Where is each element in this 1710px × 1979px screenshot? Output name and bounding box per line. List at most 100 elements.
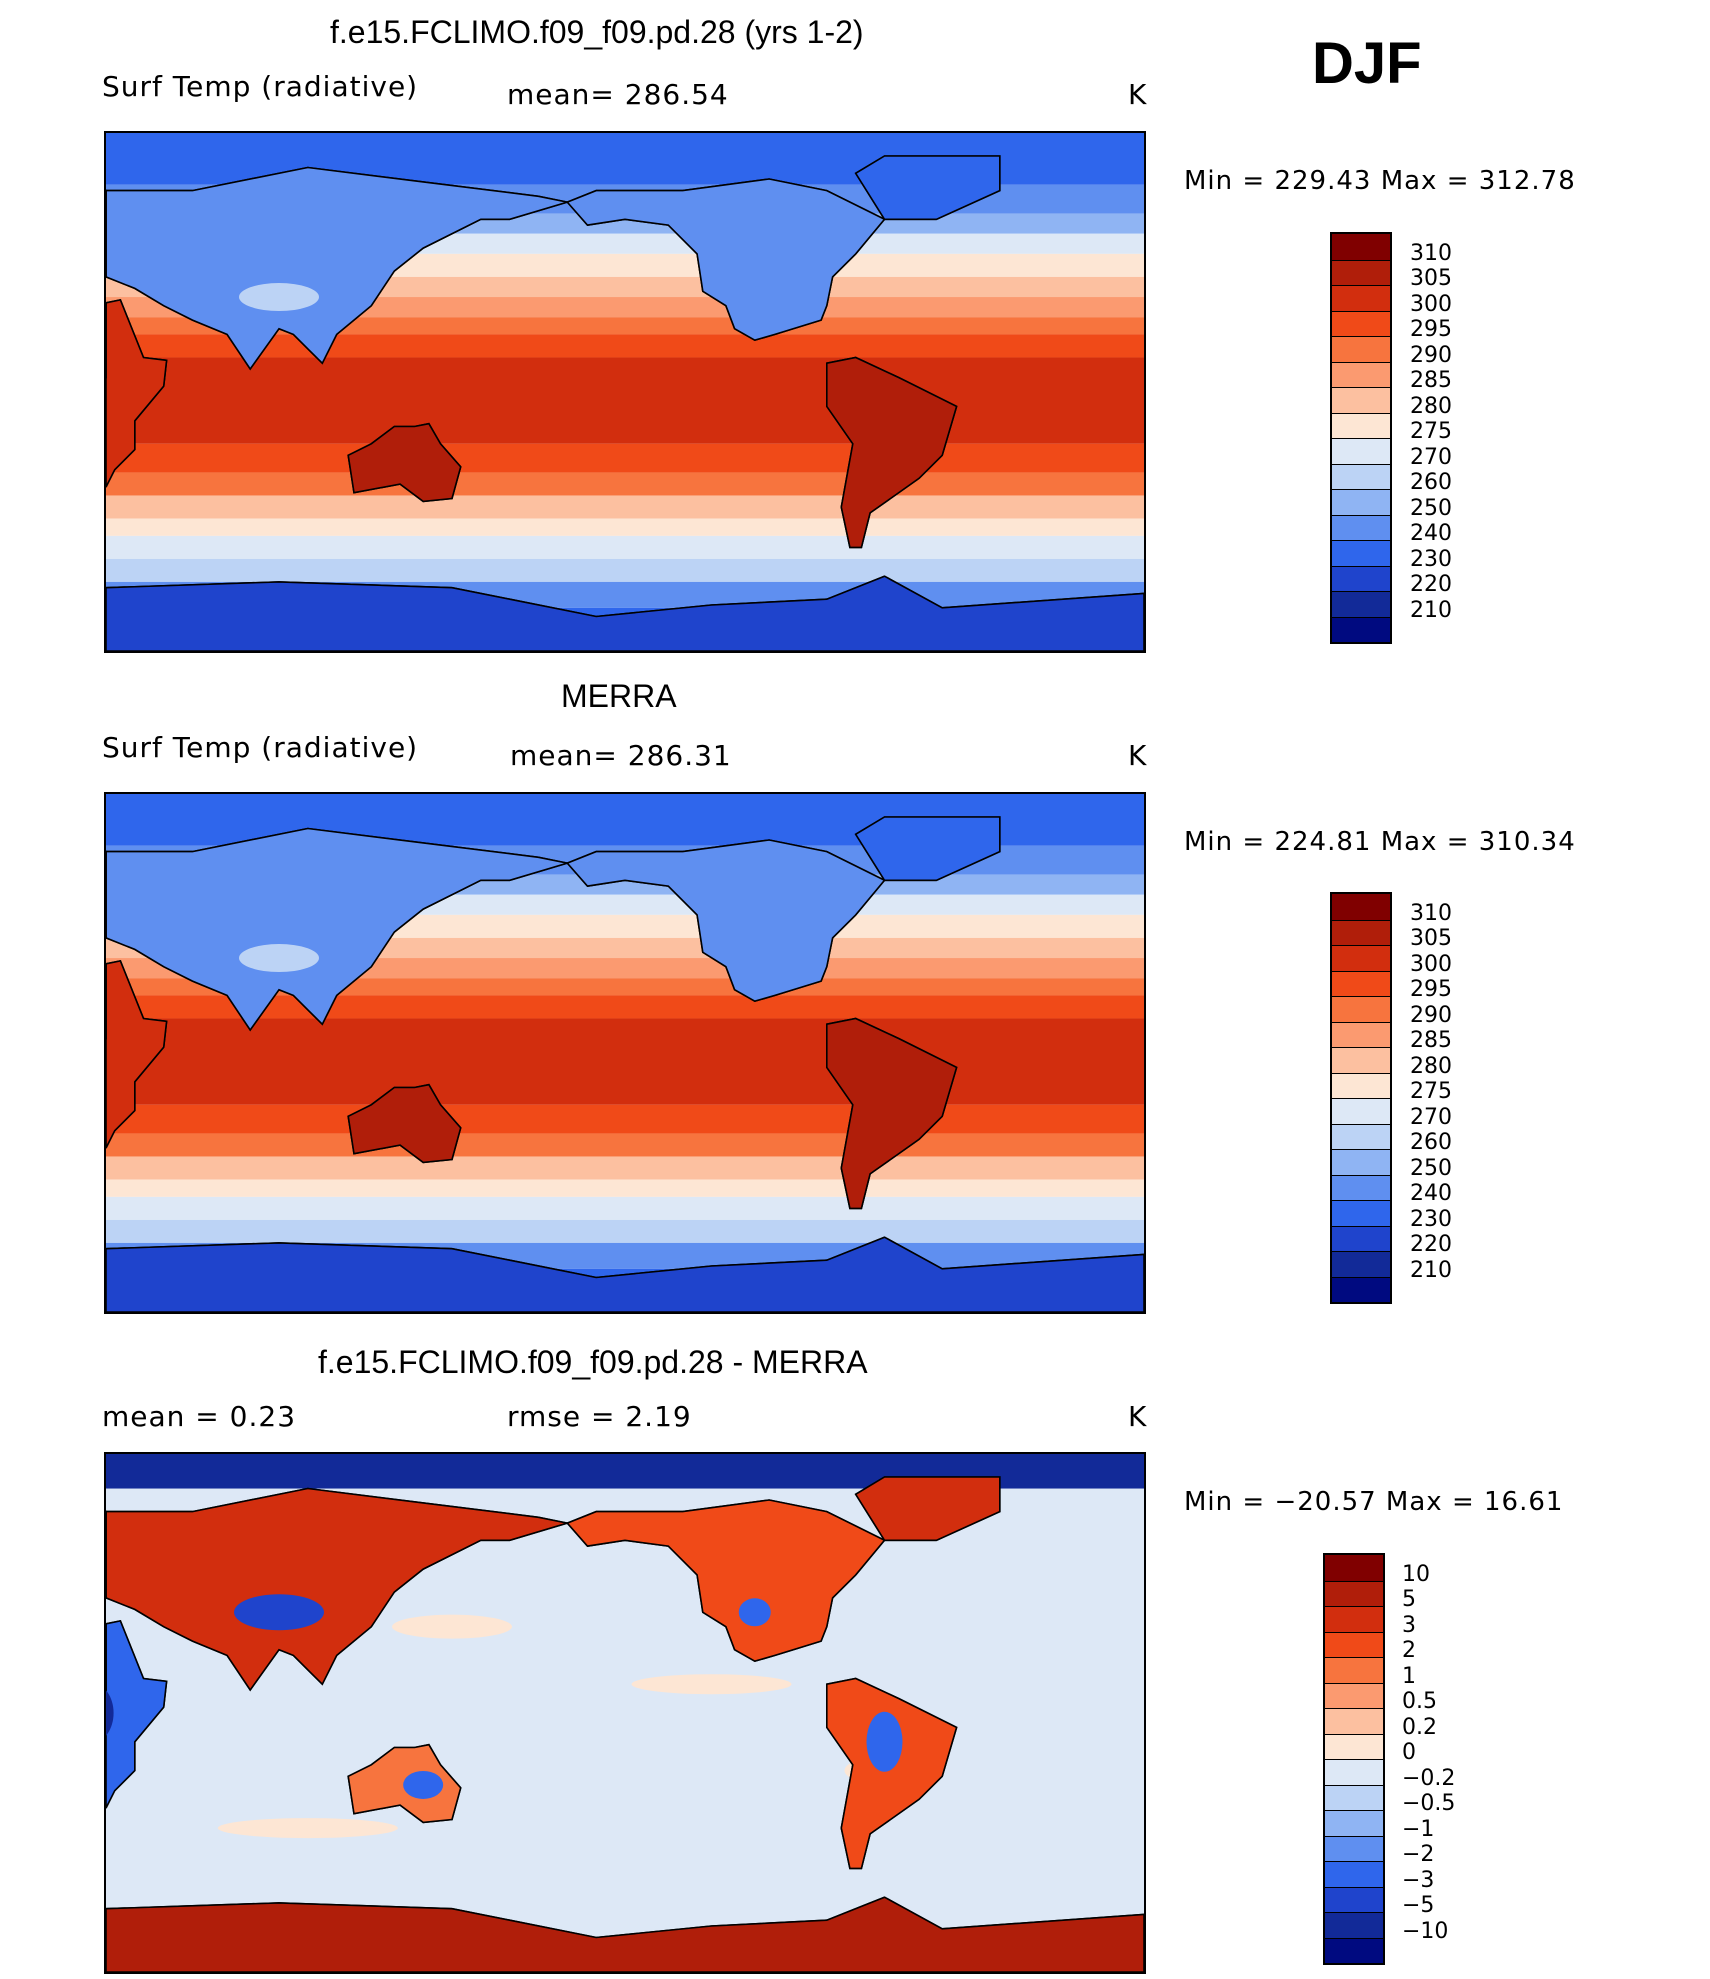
colorbar-tick-label: 5 (1402, 1587, 1416, 1612)
colorbar-swatch (1332, 285, 1390, 311)
colorbar-tick-label: 310 (1410, 900, 1452, 926)
temperature-band (106, 995, 1144, 1019)
colorbar-tick-label: 260 (1410, 1130, 1452, 1155)
colorbar-tick-label: 295 (1410, 317, 1452, 342)
land-region (106, 575, 1144, 651)
colorbar-tick-label: 0.2 (1402, 1714, 1437, 1740)
panel2-map-field (106, 794, 1144, 1312)
land-region (106, 166, 568, 371)
colorbar-tick-label: 285 (1410, 1028, 1452, 1053)
land-region (565, 839, 886, 1003)
land-region (565, 1499, 886, 1663)
panel1-colorbar (1330, 232, 1392, 644)
colorbar-swatch (1332, 438, 1390, 464)
panel2-units: K (1128, 739, 1148, 772)
temperature-band (106, 443, 1144, 473)
colorbar-swatch (1325, 1555, 1383, 1581)
colorbar-tick-label: 10 (1402, 1561, 1430, 1587)
colorbar-tick-label: −0.2 (1402, 1765, 1456, 1791)
colorbar-swatch (1332, 412, 1390, 438)
temperature-band (106, 1018, 1144, 1105)
land-region (106, 1487, 568, 1692)
temperature-band (106, 1156, 1144, 1180)
temperature-band (106, 317, 1144, 335)
colorbar-tick-label: 275 (1410, 1079, 1452, 1104)
colorbar-tick-label: 210 (1410, 1257, 1452, 1283)
land-region (854, 155, 1001, 221)
panel3-mean-label: mean = 0.23 (102, 1400, 297, 1433)
colorbar-swatch (1332, 1200, 1390, 1226)
land-region (854, 816, 1001, 882)
panel3-units: K (1128, 1400, 1148, 1433)
colorbar-tick-label: 220 (1410, 572, 1452, 597)
colorbar-swatch (1325, 1886, 1383, 1912)
colorbar-swatch (1332, 234, 1390, 260)
colorbar-swatch (1325, 1733, 1383, 1759)
colorbar-swatch (1325, 1937, 1383, 1963)
colorbar-tick-label: 210 (1410, 597, 1452, 623)
land-region (854, 1476, 1001, 1542)
temperature-band (106, 1179, 1144, 1197)
colorbar-tick-label: 260 (1410, 470, 1452, 495)
anomaly-patch (106, 1690, 114, 1736)
colorbar-swatch (1332, 1149, 1390, 1175)
anomaly-patch (392, 1614, 512, 1639)
land-region (825, 1677, 958, 1870)
colorbar-swatch (1332, 591, 1390, 617)
colorbar-swatch (1325, 1759, 1383, 1785)
land-region (106, 1236, 1144, 1312)
panel3-map (104, 1452, 1146, 1974)
colorbar-swatch (1332, 336, 1390, 362)
colorbar-tick-label: 275 (1410, 419, 1452, 444)
anomaly-patch (217, 1818, 398, 1839)
colorbar-swatch (1325, 1810, 1383, 1836)
colorbar-tick-label: 250 (1410, 495, 1452, 521)
colorbar-tick-label: 300 (1410, 951, 1452, 977)
colorbar-tick-label: 0 (1402, 1740, 1416, 1765)
land-region (106, 827, 568, 1032)
colorbar-tick-label: 280 (1410, 1053, 1452, 1079)
colorbar-swatch (1332, 945, 1390, 971)
anomaly-patch (738, 1598, 771, 1627)
colorbar-tick-label: 230 (1410, 1206, 1452, 1232)
panel1-map-field (106, 133, 1144, 651)
colorbar-tick-label: 1 (1402, 1663, 1416, 1689)
land-region (825, 356, 958, 549)
colorbar-swatch (1325, 1657, 1383, 1683)
temperature-band (106, 558, 1144, 582)
colorbar-swatch (1332, 259, 1390, 285)
colorbar-swatch (1332, 565, 1390, 591)
panel1-mean-label: mean= 286.54 (507, 78, 729, 111)
panel3-colorbar (1323, 1553, 1385, 1965)
land-region (347, 1083, 462, 1164)
temperature-band (106, 518, 1144, 536)
colorbar-tick-label: 230 (1410, 546, 1452, 572)
colorbar-swatch (1332, 1174, 1390, 1200)
panel1-minmax: Min = 229.43 Max = 312.78 (1184, 166, 1576, 196)
colorbar-swatch (1325, 1606, 1383, 1632)
colorbar-swatch (1332, 616, 1390, 642)
colorbar-tick-label: 295 (1410, 977, 1452, 1002)
panel2-map (104, 792, 1146, 1314)
panel2-title: MERRA (561, 678, 677, 714)
colorbar-tick-label: 3 (1402, 1612, 1416, 1638)
temperature-band (106, 1104, 1144, 1134)
colorbar-swatch (1332, 387, 1390, 413)
land-region (565, 178, 886, 342)
colorbar-tick-label: −0.5 (1402, 1791, 1456, 1816)
panel2-colorbar (1330, 892, 1392, 1304)
colorbar-swatch (1332, 361, 1390, 387)
panel2-minmax: Min = 224.81 Max = 310.34 (1184, 827, 1576, 857)
anomaly-patch (866, 1711, 903, 1772)
temperature-band (106, 472, 1144, 496)
land-region (106, 1896, 1144, 1972)
colorbar-swatch (1325, 1580, 1383, 1606)
colorbar-swatch (1332, 514, 1390, 540)
panel3-minmax: Min = −20.57 Max = 16.61 (1184, 1487, 1564, 1517)
colorbar-tick-label: 250 (1410, 1155, 1452, 1181)
colorbar-tick-label: 305 (1410, 926, 1452, 951)
panel1-title: f.e15.FCLIMO.f09_f09.pd.28 (yrs 1-2) (330, 14, 864, 50)
land-region (347, 422, 462, 503)
colorbar-swatch (1332, 540, 1390, 566)
colorbar-swatch (1325, 1682, 1383, 1708)
